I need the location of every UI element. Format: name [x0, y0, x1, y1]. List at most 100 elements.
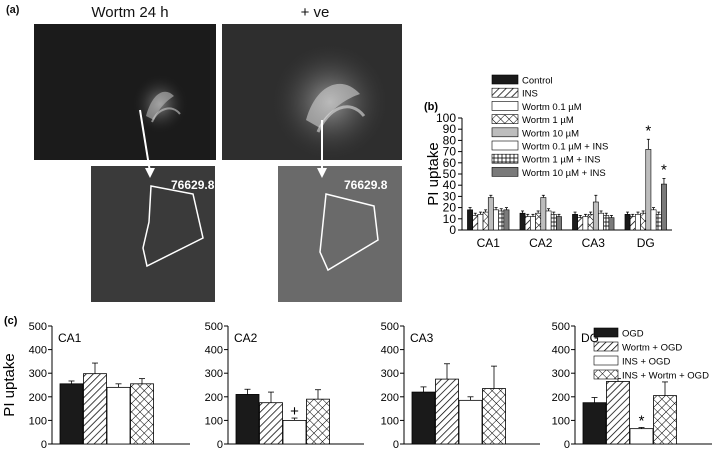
bar-c3-ogd	[411, 391, 436, 445]
bar-b-ca3-wortm-0-1-um-ins	[598, 212, 604, 231]
ytick-label-c1: 400	[29, 345, 47, 357]
ytick-label-c4: 400	[552, 345, 570, 357]
bar-c2-wortm-ogd	[259, 402, 283, 445]
bar-c1-wortm-ogd	[83, 373, 107, 445]
legend-c-label-ins-wortm-ogd: INS + Wortm + OGD	[622, 371, 709, 382]
bar-c3-ins-ogd	[458, 399, 483, 445]
ytick-label-c1: 0	[41, 439, 47, 451]
legend-b-label-ins: INS	[522, 89, 538, 100]
bar-b-ca1-wortm-10-um-ins	[503, 209, 510, 231]
panel-b-ytick-label: 20	[443, 201, 457, 215]
legend-c-label-wortm-ogd: Wortm + OGD	[622, 343, 682, 354]
legend-b-label-control: Control	[522, 76, 553, 87]
panel-b-xtick-label: DG	[637, 236, 655, 250]
roi-outline-right	[319, 193, 379, 272]
panel-b-ylabel: PI uptake	[425, 142, 442, 205]
bar-b-ca1-control	[467, 209, 473, 231]
bar-b-ca3-wortm-0-1-um	[582, 216, 589, 231]
title-c1: CA1	[58, 331, 82, 345]
ytick-label-c1: 300	[29, 368, 47, 380]
bar-c2-ins-ogd	[282, 419, 307, 445]
panel-b-xtick-label: CA3	[582, 236, 606, 250]
legend-b-swatch-wortm-0-1-um	[491, 101, 519, 111]
legend-b-swatch-ins	[491, 87, 519, 98]
legend-b-label-wortm-1-um-ins: Wortm 1 µM + INS	[522, 155, 600, 166]
bar-b-dg-control	[624, 214, 631, 231]
bar-b-ca3-ins	[577, 217, 584, 231]
bar-c3-wortm-ogd	[435, 378, 459, 445]
panel-b-xtick-label: CA1	[477, 236, 501, 250]
ytick-label-c2: 0	[217, 439, 223, 451]
bar-c3-ins-wortm-ogd	[482, 388, 506, 445]
ytick-label-c4: 0	[564, 439, 570, 451]
panel-c-label: (c)	[4, 315, 18, 327]
ytick-label-c3: 300	[381, 368, 399, 380]
panel-b-significance-mark: *	[661, 161, 667, 178]
bar-b-ca3-wortm-1-um	[587, 214, 594, 231]
legend-b-swatch-wortm-10-um-ins	[491, 167, 519, 177]
bar-b-ca3-wortm-10-um	[592, 201, 599, 231]
ytick-label-c2: 400	[205, 345, 223, 357]
legend-c-label-ins-ogd: INS + OGD	[622, 357, 670, 368]
ytick-label-c1: 500	[29, 321, 47, 333]
bar-b-ca1-wortm-10-um	[487, 197, 494, 231]
hippocampus-glow-left	[132, 74, 188, 134]
hippocampus-image-wortm	[34, 24, 216, 160]
ytick-label-c3: 0	[393, 439, 399, 451]
bar-b-dg-wortm-10-um	[645, 149, 652, 231]
ytick-label-c1: 100	[29, 415, 47, 427]
bar-b-ca2-wortm-0-1-um	[530, 216, 536, 231]
legend-c-swatch-wortm-ogd	[593, 341, 619, 352]
panel-a-label: (a)	[6, 4, 20, 16]
significance-mark-c2: +	[290, 403, 299, 420]
ytick-label-c4: 100	[552, 415, 570, 427]
bar-b-dg-ins	[629, 216, 636, 231]
legend-b-swatch-wortm-1-um	[491, 114, 519, 124]
zoom-image-positive: 76629.8	[278, 166, 402, 302]
title-c2: CA2	[234, 331, 258, 345]
bar-b-dg-wortm-1-um-ins	[655, 214, 662, 231]
bar-c2-ogd	[235, 394, 260, 445]
bar-c4-ogd	[582, 402, 607, 445]
bar-b-dg-wortm-0-1-um	[635, 214, 641, 231]
panel-b-significance-mark: *	[645, 122, 651, 139]
bar-c4-ins-ogd	[629, 428, 654, 445]
title-c3: CA3	[410, 331, 434, 345]
legend-b-label-wortm-0-1-um-ins: Wortm 0.1 µM + INS	[522, 142, 608, 153]
panel-b-ytick-label: 80	[443, 133, 457, 147]
legend-c-swatch-ins-ogd	[593, 355, 619, 366]
ytick-label-c3: 200	[381, 392, 399, 404]
ytick-label-c4: 200	[552, 392, 570, 404]
hippocampus-image-positive	[222, 24, 402, 160]
legend-b-label-wortm-1-um: Wortm 1 µM	[522, 115, 574, 126]
roi-value-left: 76629.8	[171, 178, 215, 192]
ytick-label-c2: 100	[205, 415, 223, 427]
ytick-label-c2: 200	[205, 392, 223, 404]
ytick-label-c4: 500	[552, 321, 570, 333]
bar-b-ca2-wortm-1-um-ins	[550, 214, 557, 231]
ytick-label-c3: 400	[381, 345, 399, 357]
ytick-label-c3: 100	[381, 415, 399, 427]
left-image-title: Wortm 24 h	[91, 4, 169, 21]
bar-b-ca1-ins	[472, 215, 479, 231]
bar-b-ca1-wortm-1-um-ins	[498, 210, 505, 231]
panel-b-ytick-label: 30	[443, 189, 457, 203]
bar-b-ca1-wortm-1-um	[482, 211, 489, 231]
panel-b-ytick-label: 100	[436, 111, 456, 125]
bar-c4-wortm-ogd	[606, 381, 630, 445]
panel-b-ytick-label: 50	[443, 167, 457, 181]
bar-b-ca3-control	[572, 214, 578, 231]
bar-b-ca2-control	[519, 212, 526, 231]
ytick-label-c4: 300	[552, 368, 570, 380]
legend-b-swatch-control	[491, 74, 519, 85]
panel-b-ytick-label: 70	[443, 145, 457, 159]
bar-b-ca2-wortm-10-um	[540, 197, 547, 231]
legend-b-swatch-wortm-0-1-um-ins	[491, 140, 519, 151]
bar-b-ca1-wortm-0-1-um-ins	[493, 209, 499, 231]
ytick-label-c1: 200	[29, 392, 47, 404]
bar-b-ca2-wortm-0-1-um-ins	[545, 210, 552, 231]
ytick-label-c3: 500	[381, 321, 399, 333]
bar-c1-ins-wortm-ogd	[130, 383, 154, 445]
